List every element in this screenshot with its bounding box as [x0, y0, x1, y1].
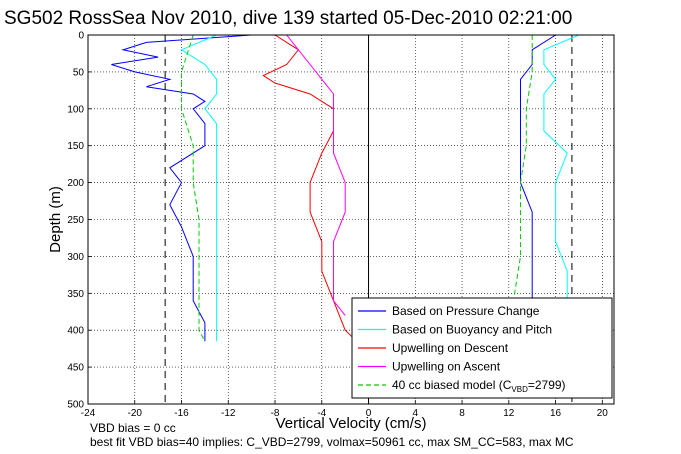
x-tick-label: -20 — [128, 408, 143, 419]
x-tick-labels: -24 -20 -16 -12 -8 -4 0 4 8 12 16 20 — [81, 408, 609, 419]
legend: Based on Pressure Change Based on Buoyanc… — [351, 297, 613, 399]
x-tick-label: -16 — [174, 408, 189, 419]
y-tick-label: 300 — [67, 252, 84, 263]
series-line-model_desc — [181, 34, 206, 342]
x-tick-label: 8 — [459, 408, 465, 419]
y-tick-label: 50 — [73, 67, 85, 78]
x-tick-label: -24 — [81, 408, 96, 419]
bias-note: VBD bias = 0 cc — [90, 421, 176, 435]
series-line-buoyancy_desc — [180, 34, 218, 342]
x-tick-label: 4 — [413, 408, 419, 419]
plot-frame — [87, 34, 615, 405]
y-axis-label: Depth (m) — [47, 186, 64, 253]
series-line-pressure_asc — [520, 34, 556, 316]
series-line-upwelling_desc — [262, 34, 358, 342]
y-tick-labels: 0 50 100 150 200 250 300 350 400 450 500 — [67, 31, 84, 411]
x-tick-label: 16 — [550, 408, 562, 419]
y-tick-label: 250 — [67, 215, 84, 226]
fit-note: best fit VBD bias=40 implies: C_VBD=2799… — [90, 435, 574, 449]
series-line-pressure_desc — [111, 34, 252, 342]
y-tick-label: 100 — [67, 104, 84, 115]
legend-label: 40 cc biased model (CVBD=2799) — [392, 378, 566, 394]
series-line-upwelling_asc — [286, 34, 346, 316]
x-tick-label: 12 — [503, 408, 515, 419]
chart-title: SG502 RossSea Nov 2010, dive 139 started… — [4, 8, 572, 29]
x-tick-label: 20 — [597, 408, 609, 419]
series-line-buoyancy_asc — [543, 34, 580, 316]
legend-label: Upwelling on Descent — [392, 341, 509, 355]
y-tick-label: 150 — [67, 141, 84, 152]
series-group — [111, 34, 580, 342]
x-tick-label: -8 — [271, 408, 280, 419]
y-tick-label: 350 — [67, 289, 84, 300]
y-tick-label: 0 — [78, 31, 84, 42]
x-tick-label: -4 — [317, 408, 326, 419]
legend-box — [351, 297, 613, 399]
series-line-model_asc — [514, 35, 533, 316]
legend-label: Based on Pressure Change — [392, 304, 540, 318]
x-axis-label: Vertical Velocity (cm/s) — [276, 415, 427, 432]
x-tick-label: 0 — [366, 408, 372, 419]
y-tick-label: 400 — [67, 326, 84, 337]
legend-label: Based on Buoyancy and Pitch — [392, 323, 552, 337]
y-tick-label: 500 — [67, 400, 84, 411]
y-tick-label: 200 — [67, 178, 84, 189]
y-tick-label: 450 — [67, 363, 84, 374]
legend-label: Upwelling on Ascent — [392, 360, 501, 374]
x-tick-label: -12 — [221, 408, 236, 419]
